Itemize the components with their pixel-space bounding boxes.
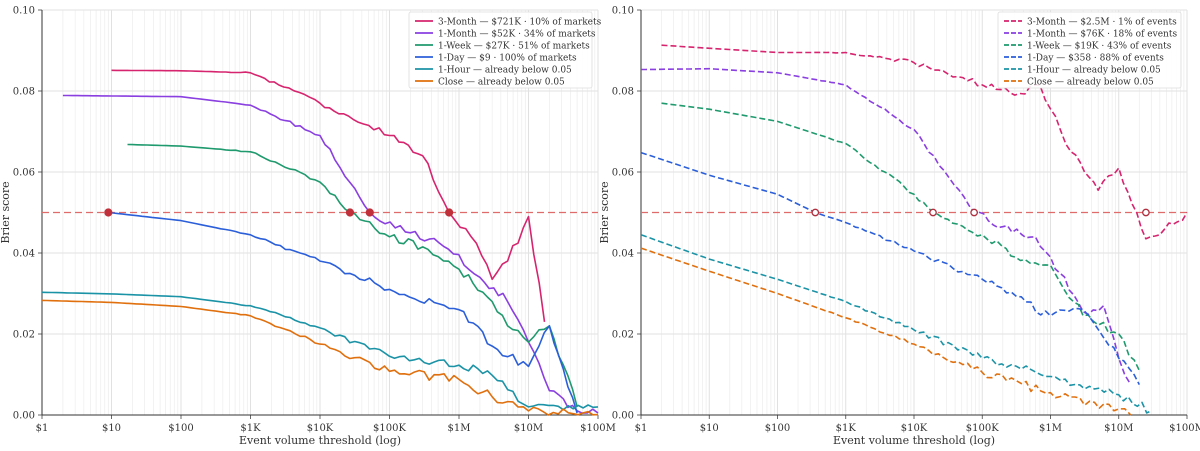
legend-label: 1-Week — $19K · 43% of events [1027,41,1172,51]
y-tick-label: 0.02 [13,330,35,341]
legend-label: 1-Hour — already below 0.05 [438,65,572,75]
legend-label: 1-Day — $9 · 100% of markets [438,53,577,63]
chart-panel-2: $1 $10 $100 $1K $10K $100K $1M $10M $100M 0.00 0.0… [598,6,1200,448]
x-tick-label: $10M [1104,423,1133,434]
series-line-6 [41,299,599,416]
y-tick-label: 0.08 [13,87,35,98]
threshold-marker [1142,208,1150,217]
threshold-marker [811,208,820,217]
threshold-marker [970,208,978,217]
y-tick-label: 0.10 [13,6,35,17]
threshold-marker [445,208,454,217]
x-tick-label: $100K [966,423,999,434]
x-tick-label: $1K [240,423,261,434]
threshold-marker [365,208,374,217]
x-tick-label: $10K [901,423,928,434]
series-line-2 [641,67,1132,386]
legend-label: 1-Month — $52K · 34% of markets [438,29,596,39]
series-line-5 [41,291,599,411]
x-tick-label: $100K [373,423,406,434]
y-tick-label: 0.08 [612,87,634,98]
y-tick-label: 0.00 [612,411,634,422]
legend: 3-Month — $721K · 10% of markets 1-Month … [408,11,602,89]
x-tick-label: $100M [580,423,616,434]
y-tick-label: 0.10 [612,6,634,17]
y-axis-label: Brier score [598,181,611,243]
x-tick-label: $10M [514,423,543,434]
legend-label: Close — already below 0.05 [438,77,565,87]
legend-label: 3-Month — $721K · 10% of markets [438,17,602,27]
chart-panel-1: $1 $10 $100 $1K $10K $100K $1M $10M $100M 0.00 0.0… [0,6,616,448]
legend-box [997,11,1182,89]
x-tick-label: $1M [448,423,471,434]
threshold-marker [929,208,937,217]
series-line-5 [640,234,1152,414]
series-line-2 [62,94,599,414]
legend-label: 1-Hour — already below 0.05 [1027,65,1161,75]
y-axis-label: Brier score [0,181,12,243]
x-tick-label: $1 [36,423,49,434]
legend: 3-Month — $2.5M · 1% of events 1-Month — … [997,11,1182,89]
x-tick-label: $10 [102,423,121,434]
y-tick-label: 0.04 [13,249,35,260]
x-tick-label: $10K [307,423,334,434]
legend-label: 1-Month — $76K · 18% of events [1027,29,1177,39]
legend-label: 3-Month — $2.5M · 1% of events [1027,17,1177,27]
threshold-marker [345,208,355,217]
threshold-marker [104,208,113,217]
y-tick-label: 0.00 [13,411,35,422]
y-tick-label: 0.02 [612,330,634,341]
legend-label: Close — already below 0.05 [1027,77,1154,87]
x-tick-label: $1 [635,423,648,434]
x-tick-label: $100M [1169,423,1200,434]
x-axis-label: Event volume threshold (log) [239,434,401,447]
y-tick-label: 0.06 [13,168,35,179]
x-tick-label: $1K [836,423,857,434]
x-tick-label: $100 [765,423,790,434]
x-tick-label: $100 [168,423,193,434]
series-line-1 [661,44,1188,240]
y-tick-label: 0.04 [612,249,634,260]
legend-box [408,11,593,89]
x-tick-label: $1M [1039,423,1062,434]
x-tick-label: $10 [700,423,719,434]
series-line-3 [661,102,1141,371]
legend-label: 1-Week — $27K · 51% of markets [438,41,590,51]
series-line-1 [111,69,546,323]
series-line-3 [127,143,578,408]
series-line-4 [640,151,1141,385]
series-line-4 [108,211,578,414]
legend-label: 1-Day — $358 · 88% of events [1027,53,1164,63]
y-tick-label: 0.06 [612,168,634,179]
series-line-6 [640,247,1132,416]
x-axis-label: Event volume threshold (log) [833,434,995,447]
